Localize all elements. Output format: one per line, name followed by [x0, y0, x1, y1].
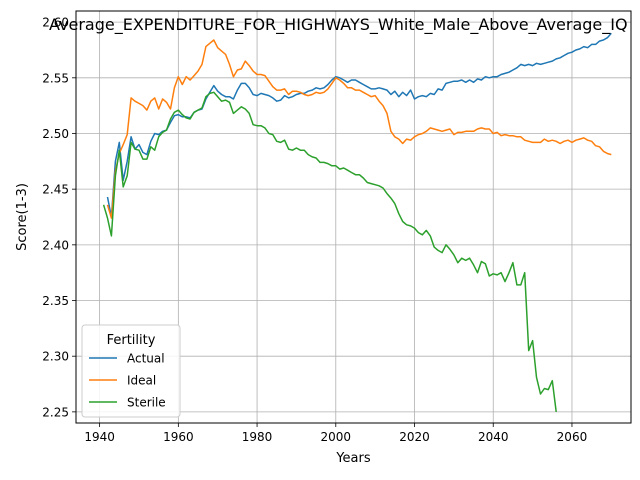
y-axis-label: Score(1-3)	[15, 183, 30, 251]
y-axis: 2.25 2.30 2.35 2.40 2.45 2.50 2.55 2.60	[42, 16, 76, 419]
legend-box	[81, 324, 181, 418]
y-tick-label: 2.55	[42, 71, 69, 85]
x-tick-label: 1960	[163, 430, 194, 444]
legend: Fertility Actual Ideal Sterile	[81, 324, 181, 418]
x-tick-label: 2040	[478, 430, 509, 444]
legend-items: Actual Ideal Sterile	[89, 352, 166, 410]
x-tick-label: 2060	[557, 430, 588, 444]
chart-title: Average_EXPENDITURE_FOR_HIGHWAYS_White_M…	[49, 15, 628, 35]
x-tick-label: 2000	[321, 430, 352, 444]
series-lines	[102, 32, 612, 412]
legend-label-sterile: Sterile	[127, 396, 166, 410]
x-tick-label: 1980	[242, 430, 273, 444]
x-tick-label: 1940	[84, 430, 115, 444]
y-tick-label: 2.50	[42, 127, 69, 141]
y-tick-label: 2.60	[42, 16, 69, 30]
series-line-ideal	[106, 39, 612, 219]
x-tick-label: 2020	[399, 430, 430, 444]
y-tick-label: 2.35	[42, 294, 69, 308]
y-tick-label: 2.25	[42, 405, 69, 419]
legend-title: Fertility	[107, 333, 156, 348]
series-line-sterile	[102, 91, 557, 412]
legend-label-actual: Actual	[127, 352, 165, 366]
legend-label-ideal: Ideal	[127, 374, 156, 388]
x-axis-label: Years	[335, 451, 371, 466]
y-tick-label: 2.45	[42, 183, 69, 197]
y-tick-label: 2.30	[42, 350, 69, 364]
plot-frame	[75, 10, 632, 424]
y-tick-label: 2.40	[42, 238, 69, 252]
x-axis: 1940 1960 1980 2000 2020 2040 2060	[84, 423, 587, 444]
